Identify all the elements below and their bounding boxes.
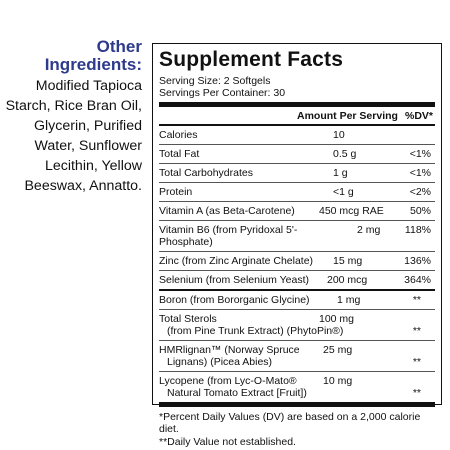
serving-size: Serving Size: 2 Softgels bbox=[159, 75, 271, 87]
ingredients-title-line1: Other bbox=[96, 37, 142, 56]
nutrient-name: Calories bbox=[159, 129, 198, 141]
row-divider bbox=[159, 270, 435, 271]
row-divider bbox=[159, 201, 435, 202]
nutrient-amount: 100 mg bbox=[319, 313, 355, 325]
nutrient-name: Protein bbox=[159, 186, 193, 198]
nutrient-row-vitamin-b6: Vitamin B6 (from Pyridoxal 5'-Phosphate)… bbox=[159, 221, 435, 251]
nutrient-row-calories: Calories 10 bbox=[159, 126, 435, 144]
nutrient-amount: 10 bbox=[333, 129, 345, 141]
nutrient-name: Lycopene (from Lyc-O-Mato® bbox=[159, 375, 297, 387]
row-divider bbox=[159, 220, 435, 221]
row-divider bbox=[159, 163, 435, 164]
row-divider bbox=[159, 340, 435, 341]
nutrient-dv: 136% bbox=[404, 255, 431, 267]
footer-divider bbox=[159, 402, 435, 407]
nutrient-dv: <1% bbox=[409, 148, 431, 160]
servings-per-container: Servings Per Container: 30 bbox=[159, 87, 286, 99]
nutrient-row-total-sterols: Total Sterols (from Pine Trunk Extract) … bbox=[159, 310, 435, 340]
nutrient-amount: 25 mg bbox=[323, 344, 353, 356]
nutrient-name: Total Fat bbox=[159, 148, 200, 160]
header-dv: %DV* bbox=[404, 110, 433, 122]
nutrient-name: Zinc (from Zinc Arginate Chelate) bbox=[159, 255, 314, 267]
nutrient-row-vitamin-a: Vitamin A (as Beta-Carotene) 450 mcg RAE… bbox=[159, 202, 435, 220]
nutrient-row-zinc: Zinc (from Zinc Arginate Chelate) 15 mg … bbox=[159, 252, 435, 270]
thick-divider bbox=[159, 102, 435, 107]
supplement-facts-title: Supplement Facts bbox=[159, 48, 344, 71]
nutrient-dv: 364% bbox=[404, 274, 431, 286]
nutrient-name: Vitamin B6 (from Pyridoxal 5'-Phosphate) bbox=[159, 224, 298, 248]
row-divider bbox=[159, 182, 435, 183]
footnote-dv: *Percent Daily Values (DV) are based on … bbox=[159, 411, 421, 435]
nutrient-amount: 1 g bbox=[333, 167, 348, 179]
nutrient-row-total-fat: Total Fat 0.5 g <1% bbox=[159, 145, 435, 163]
nutrient-dv: 118% bbox=[404, 224, 431, 236]
header-amount: Amount Per Serving bbox=[297, 110, 398, 122]
nutrient-row-hmrlignan: HMRlignan™ (Norway Spruce Lignans) (Pice… bbox=[159, 341, 435, 371]
nutrient-row-selenium: Selenium (from Selenium Yeast) 200 mcg 3… bbox=[159, 271, 435, 289]
nutrient-amount: 1 mg bbox=[337, 294, 361, 306]
section-divider bbox=[159, 289, 435, 291]
nutrient-amount: 2 mg bbox=[357, 224, 381, 236]
nutrient-name: Total Sterols bbox=[159, 313, 217, 325]
ingredients-text: Modified Tapioca Starch, Rice Bran Oil, … bbox=[5, 78, 142, 194]
ingredients-title-line2: Ingredients: bbox=[44, 55, 142, 74]
nutrient-amount: 15 mg bbox=[333, 255, 363, 267]
nutrient-dv: ** bbox=[412, 325, 421, 337]
nutrient-amount: 200 mcg bbox=[327, 274, 368, 286]
nutrient-amount: 0.5 g bbox=[333, 148, 357, 160]
other-ingredients: Other Ingredients: Modified Tapioca Star… bbox=[0, 38, 142, 196]
nutrient-dv: <1% bbox=[409, 167, 431, 179]
nutrient-name-line2: Natural Tomato Extract [Fruit]) bbox=[167, 387, 307, 399]
nutrient-name-line2: Lignans) (Picea Abies) bbox=[167, 356, 273, 368]
facts-header-row: Amount Per Serving %DV* bbox=[159, 107, 435, 124]
nutrient-amount: <1 g bbox=[333, 186, 354, 198]
nutrient-name: Selenium (from Selenium Yeast) bbox=[159, 274, 309, 286]
footnote-not-established: **Daily Value not established. bbox=[159, 436, 296, 448]
nutrient-row-total-carbohydrates: Total Carbohydrates 1 g <1% bbox=[159, 164, 435, 182]
nutrient-name: Vitamin A (as Beta-Carotene) bbox=[159, 205, 295, 217]
row-divider bbox=[159, 371, 435, 372]
row-divider bbox=[159, 144, 435, 145]
row-divider bbox=[159, 309, 435, 310]
nutrient-row-lycopene: Lycopene (from Lyc-O-Mato® Natural Tomat… bbox=[159, 372, 435, 402]
nutrient-name: HMRlignan™ (Norway Spruce bbox=[159, 344, 300, 356]
nutrient-row-boron: Boron (from Bororganic Glycine) 1 mg ** bbox=[159, 291, 435, 309]
supplement-facts-panel: Supplement Facts Serving Size: 2 Softgel… bbox=[152, 43, 442, 448]
nutrient-amount: 450 mcg RAE bbox=[319, 205, 384, 217]
nutrient-dv: ** bbox=[412, 387, 421, 399]
nutrient-name-line2: (from Pine Trunk Extract) (PhytoPin®) bbox=[167, 325, 344, 337]
nutrient-name: Total Carbohydrates bbox=[159, 167, 253, 179]
nutrient-name: Boron (from Bororganic Glycine) bbox=[159, 294, 310, 306]
nutrient-dv: 50% bbox=[409, 205, 431, 217]
nutrient-row-protein: Protein <1 g <2% bbox=[159, 183, 435, 201]
row-divider bbox=[159, 251, 435, 252]
nutrient-dv: <2% bbox=[409, 186, 431, 198]
nutrient-amount: 10 mg bbox=[323, 375, 353, 387]
nutrient-dv: ** bbox=[412, 294, 421, 306]
header-divider bbox=[159, 124, 435, 126]
nutrient-dv: ** bbox=[412, 356, 421, 368]
